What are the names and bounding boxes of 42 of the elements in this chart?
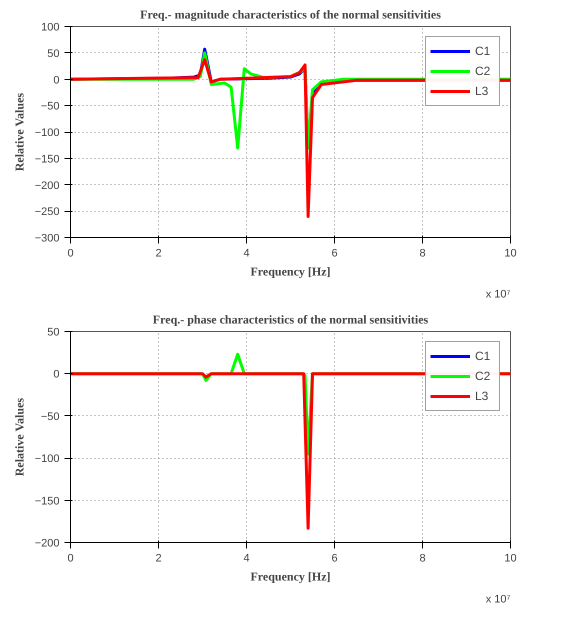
x-tick-label: 2 [155, 248, 162, 260]
x-tick-label: 8 [419, 248, 426, 260]
y-tick-label: −100 [34, 127, 60, 139]
y-tick-label: −150 [34, 495, 60, 508]
y-axis-title: Relative Values [12, 398, 27, 476]
y-tick-label: 0 [53, 74, 60, 86]
x-tick-label: 0 [67, 248, 74, 260]
y-tick-label: −250 [34, 206, 60, 218]
chart-title: Freq.- magnitude characteristics of the normal sensitivities [140, 8, 442, 22]
y-tick-label: −300 [34, 232, 60, 244]
x-axis-title: Frequency [Hz] [250, 570, 331, 584]
legend-label: C2 [475, 369, 492, 383]
x-axis-title: Frequency [Hz] [250, 264, 331, 278]
y-tick-label: 0 [53, 368, 60, 381]
legend-label: C2 [475, 64, 492, 78]
y-axis-title: Relative Values [12, 92, 27, 172]
y-tick-label: −100 [34, 453, 60, 466]
legend-label: C1 [475, 44, 492, 58]
legend-label: L3 [475, 84, 490, 98]
y-tick-label: 100 [41, 22, 60, 34]
x-tick-label: 10 [504, 248, 517, 260]
y-tick-label: −200 [34, 538, 60, 550]
y-tick-label: −50 [40, 100, 60, 113]
line-series [70, 58, 510, 218]
x-tick-label: 4 [243, 552, 250, 564]
x-tick-label: 6 [331, 552, 338, 564]
y-tick-label: 50 [47, 326, 60, 338]
x-tick-label: 2 [155, 552, 162, 564]
x-tick-label: 4 [243, 248, 250, 260]
x-tick-label: 8 [419, 552, 426, 564]
text: x 10⁷ [486, 288, 511, 300]
x-tick-label: 0 [67, 552, 74, 564]
y-tick-label: −50 [40, 410, 60, 423]
legend-label: L3 [475, 389, 490, 403]
y-tick-label: −150 [34, 153, 60, 166]
x-tick-label: 10 [504, 552, 517, 564]
y-tick-label: −200 [34, 180, 60, 192]
y-tick-label: 50 [47, 48, 60, 60]
x-tick-label: 6 [331, 248, 338, 260]
text: x 10⁷ [486, 594, 511, 606]
chart-title: Freq.- phase characteristics of the normal sensitivities [152, 312, 429, 326]
legend-label: C1 [475, 349, 492, 363]
